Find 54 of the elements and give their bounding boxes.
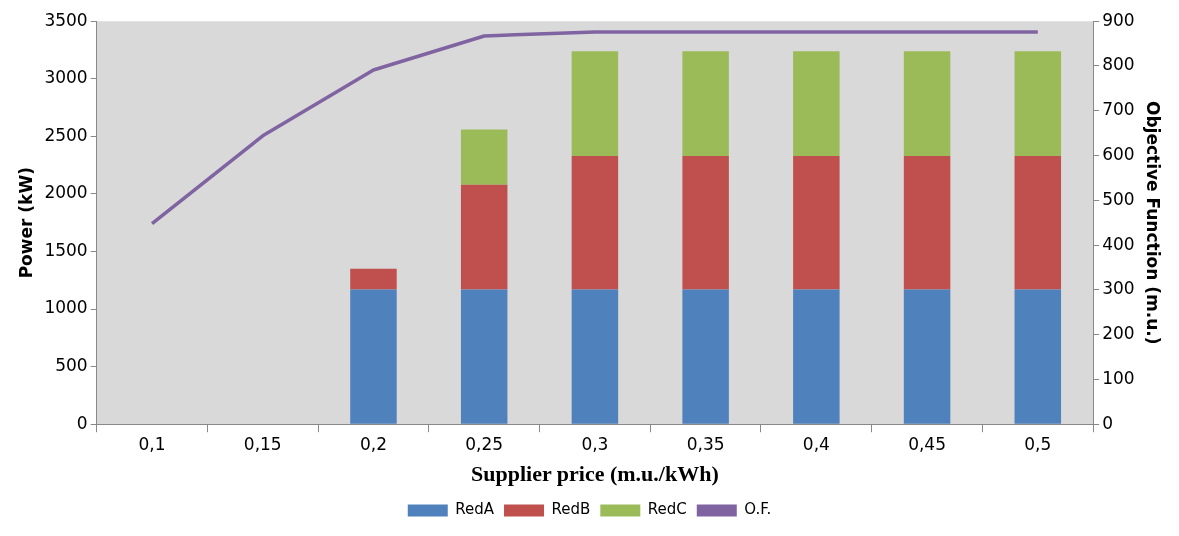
bar: [793, 51, 840, 156]
bar: [682, 289, 729, 424]
legend-label: RedB: [551, 500, 591, 519]
bar: [682, 155, 729, 290]
legend-label: RedC: [647, 500, 687, 519]
bar: [793, 289, 840, 424]
y2-tick-label: 600: [1102, 143, 1135, 164]
bar: [1014, 289, 1062, 424]
x-tick-label: 0,45: [908, 433, 946, 454]
y-tick-label: 3500: [44, 9, 88, 30]
y2-tick-label: 400: [1102, 233, 1135, 254]
bar: [571, 155, 619, 290]
x-tick-label: 0,4: [802, 433, 830, 454]
y2-tick-label: 900: [1102, 9, 1135, 30]
y2-axis-title: Objective Function (m.u.): [1143, 100, 1164, 345]
bar: [460, 289, 508, 424]
x-tick-label: 0,5: [1024, 433, 1052, 454]
bar: [1014, 51, 1062, 156]
y-tick-label: 0: [76, 412, 88, 433]
y-axis-title: Power (kW): [15, 167, 36, 279]
y2-tick-label: 0: [1102, 412, 1113, 433]
bar: [903, 289, 951, 424]
y-tick-label: 2000: [44, 182, 88, 203]
bar: [350, 289, 397, 424]
y2-tick-label: 800: [1102, 54, 1135, 75]
bar: [903, 155, 951, 290]
x-tick-label: 0,1: [138, 433, 166, 454]
x-tick-label: 0,2: [359, 433, 387, 454]
bar: [793, 155, 840, 290]
y2-tick-label: 200: [1102, 323, 1135, 344]
y-tick-label: 1500: [44, 239, 88, 260]
y2-tick-label: 700: [1102, 99, 1135, 120]
x-tick-label: 0,35: [686, 433, 725, 454]
legend-label: O.F.: [744, 500, 772, 519]
legend-label: RedA: [455, 500, 495, 519]
bar: [1014, 155, 1062, 290]
bar: [571, 289, 619, 424]
y2-tick-label: 500: [1102, 188, 1135, 209]
y2-tick-label: 100: [1102, 367, 1135, 388]
bar: [350, 268, 397, 290]
y-tick-label: 2500: [44, 124, 88, 145]
bar: [571, 51, 619, 156]
y-tick-label: 1000: [44, 297, 88, 318]
bar: [460, 184, 508, 290]
y2-tick-label: 300: [1102, 278, 1135, 299]
bar: [460, 129, 508, 185]
x-tick-label: 0,25: [465, 433, 504, 454]
x-axis-title: Supplier price (m.u./kWh): [471, 461, 719, 487]
bar: [903, 51, 951, 156]
x-tick-label: 0,3: [581, 433, 609, 454]
bar: [682, 51, 729, 156]
y-tick-label: 500: [55, 355, 88, 376]
x-tick-label: 0,15: [243, 433, 282, 454]
y-tick-label: 3000: [44, 67, 88, 88]
